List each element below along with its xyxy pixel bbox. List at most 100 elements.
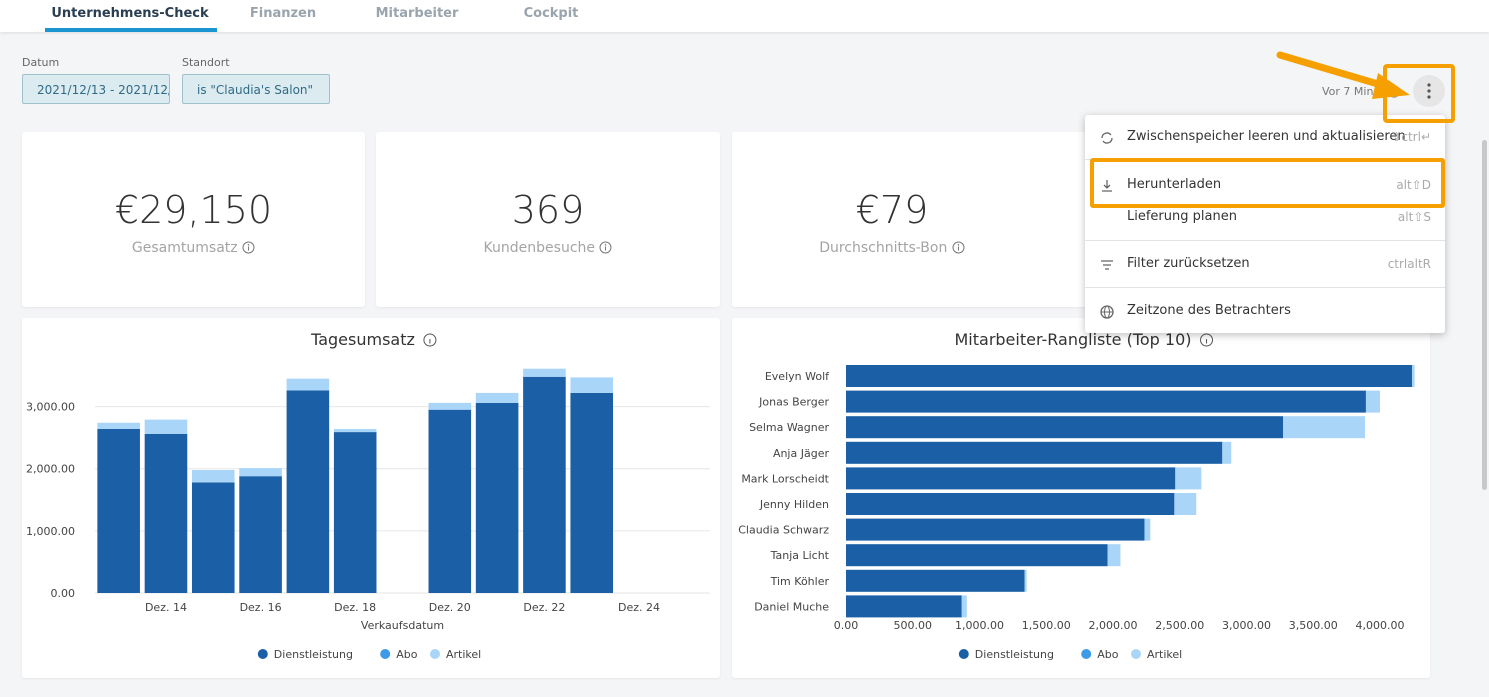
bar-segment	[333, 428, 377, 433]
y-tick-label: Claudia Schwarz	[738, 524, 829, 537]
x-tick-label: Dez. 24	[618, 601, 660, 614]
info-icon[interactable]	[242, 241, 255, 254]
kpi-card: €79 Durchschnitts-Bon	[732, 132, 1152, 307]
tab-underline	[45, 28, 217, 32]
bar-segment	[1283, 416, 1366, 439]
x-tick-label: Dez. 16	[240, 601, 282, 614]
bar-segment	[523, 376, 566, 593]
menu-item[interactable]: Lieferung planen alt⇧S	[1085, 203, 1445, 231]
bar-segment	[475, 392, 519, 403]
kpi-label-text: Durchschnitts-Bon	[819, 240, 948, 256]
bar-segment	[1365, 390, 1380, 413]
x-axis-title: Verkaufsdatum	[361, 619, 444, 632]
annotation-arrow	[1276, 51, 1410, 99]
x-tick-label: 1,000.00	[955, 619, 1004, 632]
bar-segment	[191, 482, 235, 593]
tab[interactable]: Mitarbeiter	[375, 6, 459, 21]
more-button[interactable]	[1413, 75, 1445, 107]
kpi-value: €29,150	[114, 188, 273, 232]
bar-segment	[570, 377, 614, 393]
kpi-label-text: Gesamtumsatz	[131, 240, 238, 256]
x-tick-label: Dez. 22	[523, 601, 565, 614]
filter-chip[interactable]: is "Claudia's Salon"	[182, 74, 330, 104]
bar-segment	[1024, 569, 1027, 592]
menu-shortcut: alt⇧D	[1396, 178, 1431, 192]
x-tick-label: Dez. 20	[429, 601, 471, 614]
tab-bar: Unternehmens-Check Finanzen Mitarbeiter …	[0, 0, 1489, 32]
bar-segment	[144, 433, 188, 593]
bar-segment	[239, 476, 282, 593]
context-menu: Zwischenspeicher leeren und aktualisiere…	[1085, 115, 1445, 333]
filter-label: Standort	[182, 56, 230, 69]
bar-segment	[961, 595, 967, 618]
y-tick-label: 2,000.00	[26, 463, 75, 476]
tab[interactable]: Cockpit	[523, 6, 579, 21]
menu-icon	[1102, 180, 1112, 192]
info-icon	[423, 333, 437, 347]
tab[interactable]: Finanzen	[249, 6, 317, 21]
bar-segment	[144, 419, 188, 434]
bar-segment	[846, 595, 962, 618]
menu-shortcut: alt⇧S	[1397, 210, 1431, 224]
kpi-value: 369	[511, 188, 585, 232]
highlight-box	[1090, 158, 1445, 208]
legend-label: Abo	[1097, 648, 1119, 661]
x-tick-label: 4,000.00	[1355, 619, 1404, 632]
bar-segment	[286, 390, 330, 593]
filter-label: Datum	[22, 56, 60, 69]
bar-segment	[428, 409, 472, 593]
menu-item[interactable]: Zeitzone des Betrachters	[1085, 297, 1445, 325]
x-tick-label: Dez. 14	[145, 601, 187, 614]
menu-shortcut: ctrlaltR	[1387, 257, 1431, 271]
bar-segment	[846, 518, 1145, 541]
y-tick-label: Selma Wagner	[749, 421, 829, 434]
updated-time: Vor 7 Min.	[1322, 85, 1377, 98]
bar-segment	[475, 402, 519, 593]
menu-item[interactable]: Herunterladen alt⇧D	[1085, 171, 1445, 199]
legend-swatch	[380, 649, 391, 659]
bar-segment	[239, 468, 282, 477]
scrollbar	[1482, 140, 1487, 490]
y-tick-label: Jonas Berger	[758, 396, 829, 409]
bar-segment	[846, 467, 1176, 490]
bar-segment	[333, 432, 377, 593]
legend-swatch	[257, 649, 268, 659]
menu-icon	[1101, 260, 1113, 270]
legend-label: Dienstleistung	[975, 648, 1054, 661]
info-icon[interactable]	[952, 241, 965, 254]
bar-segment	[846, 416, 1284, 439]
tab[interactable]: Unternehmens-Check	[51, 6, 209, 21]
menu-item[interactable]: Filter zurücksetzen ctrlaltR	[1085, 250, 1445, 278]
menu-label: Herunterladen	[1127, 177, 1222, 192]
kpi-card: €29,150 Gesamtumsatz	[22, 132, 365, 307]
bar-segment	[523, 368, 566, 377]
menu-label: Filter zurücksetzen	[1127, 256, 1250, 271]
legend-label: Artikel	[446, 648, 481, 661]
bar-segment	[428, 402, 472, 410]
bar-segment	[191, 469, 235, 483]
bar-segment	[1222, 441, 1232, 464]
info-icon[interactable]	[599, 241, 612, 254]
kpi-label-text: Kundenbesuche	[483, 240, 595, 256]
kpi-label: Durchschnitts-Bon	[682, 240, 1102, 256]
y-tick-label: Mark Lorscheidt	[741, 472, 829, 485]
legend-label: Artikel	[1147, 648, 1182, 661]
x-tick-label: 2,500.00	[1155, 619, 1204, 632]
menu-item[interactable]: Zwischenspeicher leeren und aktualisiere…	[1085, 123, 1445, 151]
chart-title: Tagesumsatz	[310, 330, 415, 349]
info-icon	[1200, 333, 1214, 347]
bar-segment	[570, 392, 614, 593]
y-tick-label: Daniel Muche	[754, 600, 829, 613]
menu-divider	[1085, 240, 1445, 241]
y-tick-label: 0.00	[51, 587, 76, 600]
bar-segment	[1411, 365, 1415, 387]
kpi-card: 369 Kundenbesuche	[376, 132, 720, 307]
y-tick-label: 1,000.00	[26, 525, 75, 538]
legend-swatch	[430, 649, 440, 659]
x-tick-label: 0.00	[834, 619, 859, 632]
filter-chip[interactable]: 2021/12/13 - 2021/12/25	[22, 74, 170, 104]
y-tick-label: Jenny Hilden	[759, 498, 829, 511]
menu-label: Zeitzone des Betrachters	[1127, 303, 1291, 318]
legend-label: Dienstleistung	[274, 648, 353, 661]
